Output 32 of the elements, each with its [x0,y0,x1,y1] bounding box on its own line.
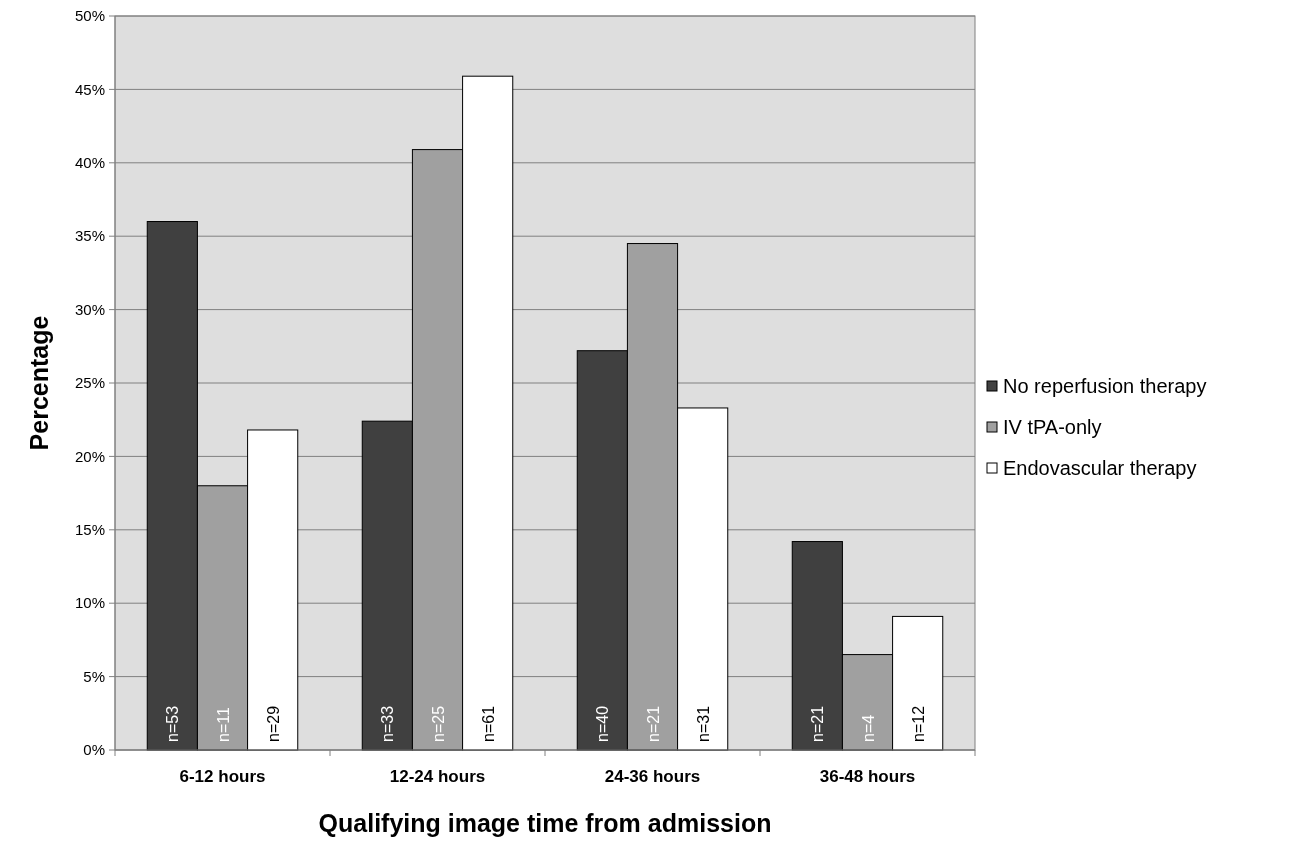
legend-label: No reperfusion therapy [1003,375,1207,397]
annotation: n=53 [164,705,182,742]
y-tick-label: 25% [74,374,105,392]
y-tick-label: 10% [74,594,105,612]
annotation: n=33 [379,705,397,742]
y-tick-label: 30% [74,300,105,318]
annotation: n=21 [809,705,827,742]
x-tick-label: 24-36 hours [604,767,701,786]
annotation: n=12 [909,705,927,742]
legend-label: IV tPA-only [1003,416,1102,438]
annotation: n=4 [859,714,877,742]
annotation: n=21 [644,705,662,742]
annotation: n=61 [479,705,497,742]
annotation: n=11 [214,707,232,742]
x-axis-title: Qualifying image time from admission [318,809,772,837]
y-axis-title: Percentage [25,315,53,451]
y-tick-label: 0% [83,741,105,759]
y-tick-label: 35% [74,227,105,245]
y-tick-label: 45% [74,80,105,98]
y-tick-label: 40% [74,154,105,172]
annotation: n=29 [264,705,282,742]
annotation: n=25 [429,705,447,742]
annotation: n=31 [694,705,712,742]
y-tick-label: 50% [74,7,105,25]
x-tick-label: 12-24 hours [389,767,486,786]
y-tick-label: 20% [74,447,105,465]
y-tick-label: 5% [83,667,105,685]
y-tick-label: 15% [74,521,105,539]
annotation: n=40 [594,705,612,742]
legend-label: Endovascular therapy [1003,457,1197,479]
x-tick-label: 6-12 hours [179,767,266,786]
x-tick-label: 36-48 hours [819,767,916,786]
